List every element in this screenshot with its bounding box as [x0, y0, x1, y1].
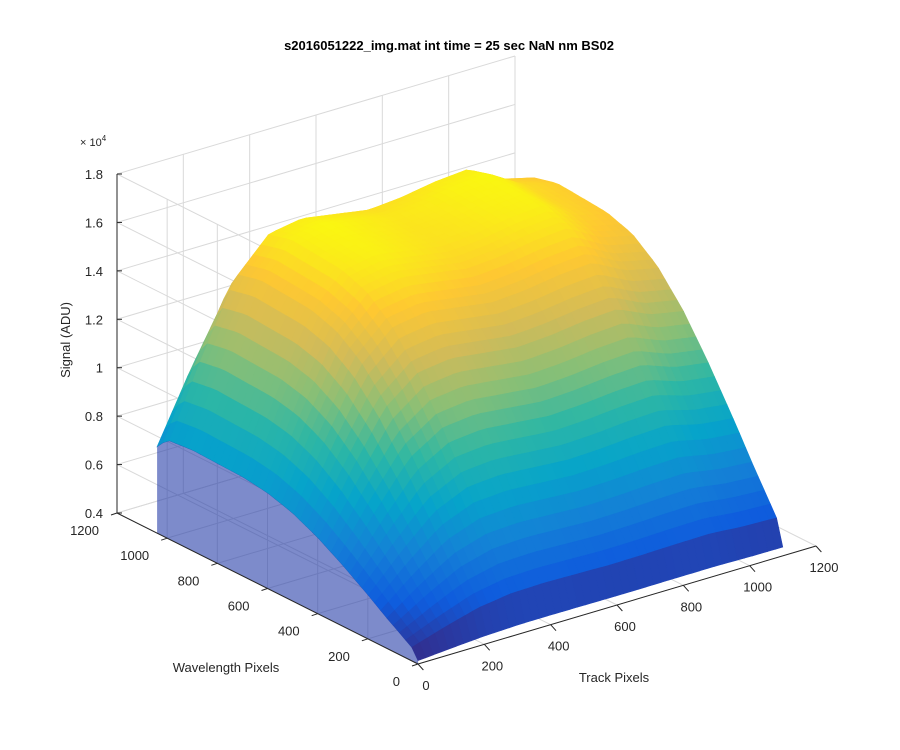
- axis-labels: Signal (ADU) Wavelength Pixels Track Pix…: [58, 134, 650, 685]
- x-tick-mark: [616, 604, 623, 612]
- x-tick-mark: [749, 565, 756, 572]
- y-tick-mark: [361, 638, 368, 642]
- z-tick-label: 1.8: [85, 167, 103, 182]
- z-tick-label: 0.8: [85, 409, 103, 424]
- axes: 0 200 400 600 800 1000 1200 0 200 400 600 800 1000 12…: [70, 167, 838, 693]
- x-tick-label: 800: [680, 599, 702, 614]
- y-tick-label: 400: [278, 624, 300, 639]
- x-tick-mark: [483, 644, 491, 651]
- z-axis-multiplier: × 104: [80, 134, 107, 149]
- y-tick-mark: [110, 512, 118, 516]
- y-tick-label: 1000: [120, 548, 149, 563]
- x-tick-mark: [417, 663, 424, 671]
- y-tick-label: 1200: [70, 523, 99, 538]
- z-axis-label: Signal (ADU): [58, 302, 73, 378]
- surface-plot: [156, 169, 784, 664]
- x-axis-label: Track Pixels: [579, 670, 650, 685]
- chart-title: s2016051222_img.mat int time = 25 sec Na…: [284, 38, 614, 53]
- z-tick-label: 1.4: [85, 264, 103, 279]
- y-tick-label: 600: [228, 599, 250, 614]
- y-tick-label: 200: [328, 649, 350, 664]
- x-tick-mark: [550, 624, 557, 631]
- x-tick-mark: [682, 585, 690, 592]
- y-tick-mark: [261, 588, 268, 591]
- z-tick-label: 0.6: [85, 458, 103, 473]
- x-tick-mark: [815, 545, 822, 553]
- z-tick-label: 0.4: [85, 506, 103, 521]
- x-tick-label: 1000: [743, 580, 772, 595]
- x-tick-label: 600: [614, 619, 636, 634]
- surface-edge: [157, 440, 418, 664]
- y-tick-label: 0: [393, 674, 400, 689]
- surface-facet: [411, 642, 426, 661]
- y-tick-mark: [161, 537, 168, 541]
- y-tick-mark: [211, 562, 218, 566]
- x-tick-label: 1200: [810, 560, 839, 575]
- y-tick-mark: [411, 663, 419, 667]
- x-tick-label: 0: [422, 678, 429, 693]
- x-tick-label: 400: [548, 639, 570, 654]
- y-axis-label: Wavelength Pixels: [173, 660, 280, 675]
- y-tick-mark: [311, 613, 318, 617]
- z-tick-label: 1: [96, 361, 103, 376]
- z-tick-label: 1.2: [85, 312, 103, 327]
- x-tick-label: 200: [481, 658, 503, 673]
- y-tick-label: 800: [178, 573, 200, 588]
- z-tick-label: 1.6: [85, 215, 103, 230]
